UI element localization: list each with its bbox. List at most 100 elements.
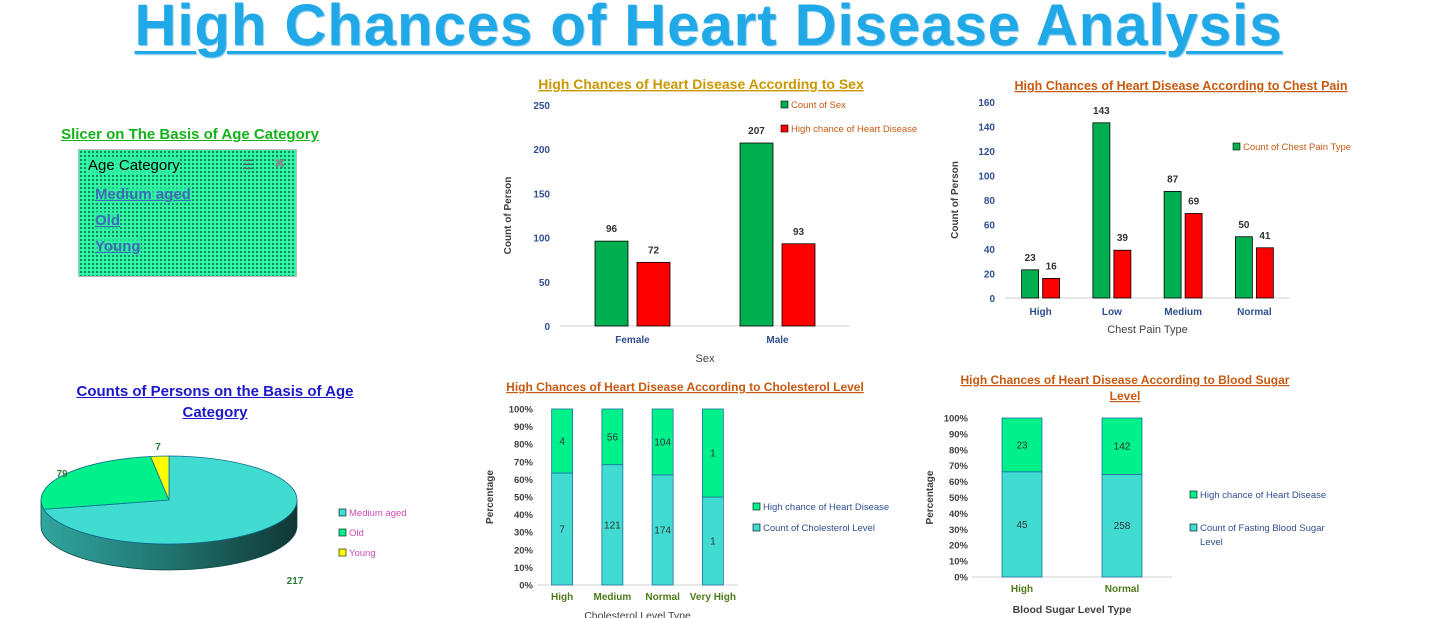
data-label: 87 [1167,174,1179,185]
y-tick-label: 0 [544,322,550,333]
y-tick-label: 250 [533,101,550,112]
pie-slice-young [149,455,170,501]
data-label: 50 [1238,220,1250,231]
y-tick-label: 90% [514,422,534,433]
pie-slice-medium-aged [43,455,298,545]
y-axis-title: Percentage [485,470,496,524]
y-tick-label: 80 [984,196,996,207]
bar-high-chance-of-heart-disease-high [551,408,574,474]
y-tick-label: 60 [984,221,996,232]
y-tick-label: 30% [514,528,534,539]
legend-label: Young [349,548,376,559]
slicer-item-medium-aged[interactable]: Medium aged [95,186,191,203]
legend-swatch [338,548,347,557]
y-tick-label: 30% [949,525,969,536]
x-tick-label: High [1011,584,1033,595]
y-tick-label: 200 [533,145,550,156]
data-label: 72 [648,245,660,256]
y-tick-label: 80% [949,445,969,456]
legend-label: Count of Chest Pain Type [1243,142,1351,153]
legend-label: High chance of Heart Disease [791,124,917,135]
data-label: 7 [155,442,161,453]
y-tick-label: 50% [949,493,969,504]
bar-count-of-fasting-blood-sugar-level-high [1001,471,1043,578]
y-tick-label: 100 [533,234,550,245]
data-label: 142 [1114,442,1131,453]
y-tick-label: 70% [949,461,969,472]
legend-label: Medium aged [349,508,407,519]
data-label: 104 [654,437,671,448]
x-tick-label: Medium [593,592,631,603]
chart-title: High Chances of Heart Disease According … [1015,79,1348,93]
chest-pain-bar-chart: High Chances of Heart Disease According … [950,79,1351,336]
x-axis-title: Cholesterol Level Type [584,610,691,618]
x-tick-label: Normal [1105,584,1140,595]
bar-series-1-low [1113,249,1132,299]
chart-title: High Chances of Heart Disease According … [538,76,864,92]
x-tick-label: Male [766,335,789,346]
bar-count-of-chest-pain-type-high [1021,269,1040,299]
slicer-item-old[interactable]: Old [95,212,120,229]
x-tick-label: Normal [645,592,680,603]
clear-filter-icon[interactable]: ✖ [274,155,286,171]
y-tick-label: 10% [949,557,969,568]
age-pie-title: Counts of Persons on the Basis of Age Ca… [76,383,354,421]
data-label: 93 [793,227,805,238]
cholesterol-stacked-chart: High Chances of Heart Disease According … [485,380,889,618]
y-tick-label: 100 [978,172,995,183]
y-tick-label: 160 [978,98,995,109]
y-tick-label: 40% [949,509,969,520]
pie-slice-old [40,456,170,510]
y-tick-label: 20 [984,270,996,281]
y-axis-title: Count of Person [503,177,514,255]
x-tick-label: Low [1102,307,1122,318]
legend-label: High chance of Heart Disease [1200,490,1326,501]
x-axis-title: Chest Pain Type [1107,324,1188,336]
data-label: 41 [1259,231,1271,242]
x-tick-label: Normal [1237,307,1272,318]
data-label: 23 [1025,253,1037,264]
y-tick-label: 40 [984,245,996,256]
y-tick-label: 20% [949,541,969,552]
legend-label: Count of Fasting Blood Sugar Level [1200,523,1325,548]
chart-title: High Chances of Heart Disease According … [506,380,864,394]
legend-swatch [1189,523,1198,532]
y-tick-label: 150 [533,189,550,200]
legend-swatch [1232,142,1241,151]
y-tick-label: 10% [514,563,534,574]
legend-label: Old [349,528,364,539]
x-tick-label: Medium [1164,307,1202,318]
bar-high-chance-of-heart-disease-medium [601,408,624,466]
y-tick-label: 0% [954,573,968,584]
legend-swatch [338,528,347,537]
data-label: 121 [604,520,621,531]
x-axis-title: Sex [696,353,715,365]
y-tick-label: 100% [509,405,534,416]
slicer-title: Slicer on The Basis of Age Category [61,126,319,143]
slicer-item-young[interactable]: Young [95,238,141,255]
data-label: 16 [1046,261,1058,272]
y-tick-label: 60% [949,477,969,488]
y-tick-label: 0% [519,581,533,592]
data-label: 1 [710,449,716,460]
legend-swatch [1189,490,1198,499]
legend-swatch [752,523,761,532]
data-label: 143 [1093,106,1110,117]
y-tick-label: 40% [514,510,534,521]
bar-high-chance-of-heart-disease-male [781,243,816,327]
legend-label: Count of Sex [791,100,846,111]
data-label: 39 [1117,233,1129,244]
chart-title: High Chances of Heart Disease According … [961,373,1290,403]
data-label: 56 [607,432,619,443]
bar-count-of-chest-pain-type-low [1092,122,1111,299]
legend-swatch [752,502,761,511]
y-tick-label: 90% [949,429,969,440]
bar-high-chance-of-heart-disease-normal [1101,417,1143,475]
x-tick-label: High [551,592,573,603]
data-label: 7 [559,525,565,536]
y-tick-label: 80% [514,440,534,451]
bar-count-of-chest-pain-type-medium [1163,191,1182,299]
multi-select-icon[interactable]: ☰ [242,157,254,172]
y-tick-label: 50 [539,278,551,289]
bar-count-of-sex-male [739,142,774,327]
